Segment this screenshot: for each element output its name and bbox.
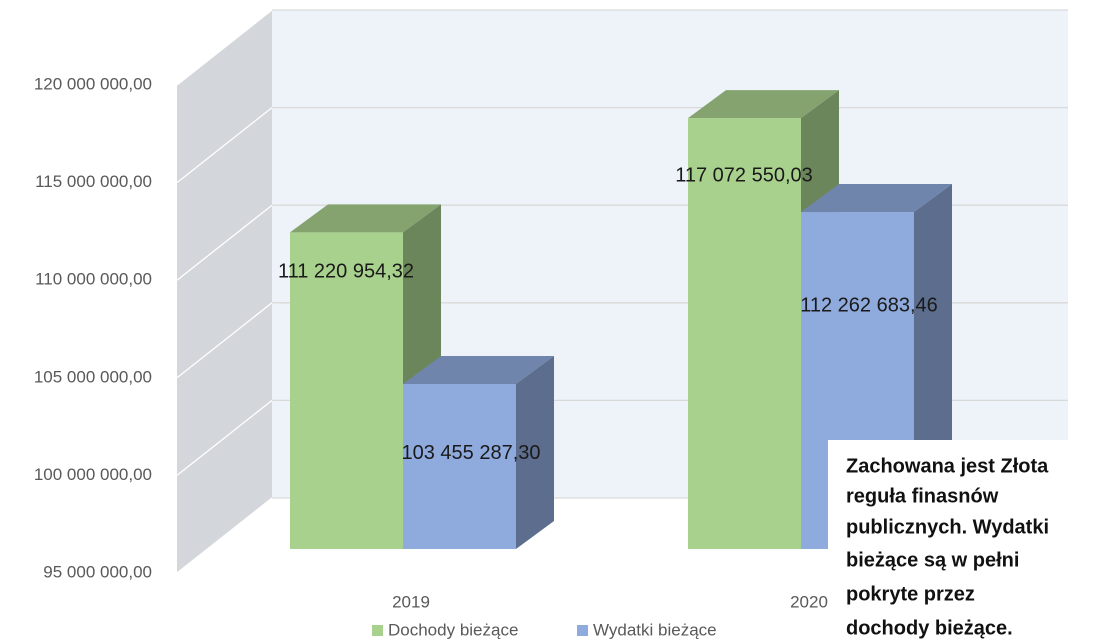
grid-line-side: [176, 9, 273, 86]
bar: [403, 355, 554, 549]
x-tick-label: 2020: [790, 592, 828, 611]
legend-swatch: [372, 625, 383, 636]
annotation-box: [828, 440, 1093, 644]
legend-swatch: [577, 625, 588, 636]
x-tick-label: 2019: [392, 592, 430, 611]
grid-line-side: [176, 302, 273, 379]
bar-top: [688, 90, 839, 119]
value-label: 103 455 287,30: [401, 442, 540, 464]
value-label: 112 262 683,46: [800, 294, 938, 316]
annotation: reguła finasnów: [846, 485, 999, 507]
y-tick-label: 95 000 000,00: [43, 562, 152, 581]
bar-top: [403, 355, 554, 384]
y-tick-label: 110 000 000,00: [35, 270, 152, 289]
y-tick-label: 105 000 000,00: [34, 367, 152, 386]
y-tick-label: 100 000 000,00: [34, 465, 152, 484]
bar-top: [290, 204, 441, 233]
bar-side: [516, 355, 554, 549]
value-label: 117 072 550,03: [675, 164, 813, 186]
bar-top: [801, 184, 952, 213]
bar-front: [403, 383, 516, 549]
annotation: pokryte przez: [846, 583, 975, 605]
value-label: 111 220 954,32: [278, 261, 414, 283]
grid-line-side: [176, 399, 273, 476]
bar-front: [290, 232, 403, 549]
annotation: dochody bieżące.: [846, 617, 1013, 639]
legend-label: Wydatki bieżące: [593, 620, 717, 639]
annotation: publicznych. Wydatki: [846, 516, 1049, 538]
side-wall: [177, 10, 272, 573]
bar-front: [688, 118, 801, 549]
grid-line-side: [176, 204, 273, 281]
grid-line-side: [176, 107, 273, 184]
annotation: Zachowana jest Złota: [846, 455, 1049, 477]
y-tick-label: 115 000 000,00: [35, 172, 152, 191]
y-tick-label: 120 000 000,00: [34, 74, 152, 93]
grid-line-side: [176, 497, 273, 574]
legend-label: Dochody bieżące: [388, 620, 518, 639]
annotation: bieżące są w pełni: [846, 549, 1019, 571]
